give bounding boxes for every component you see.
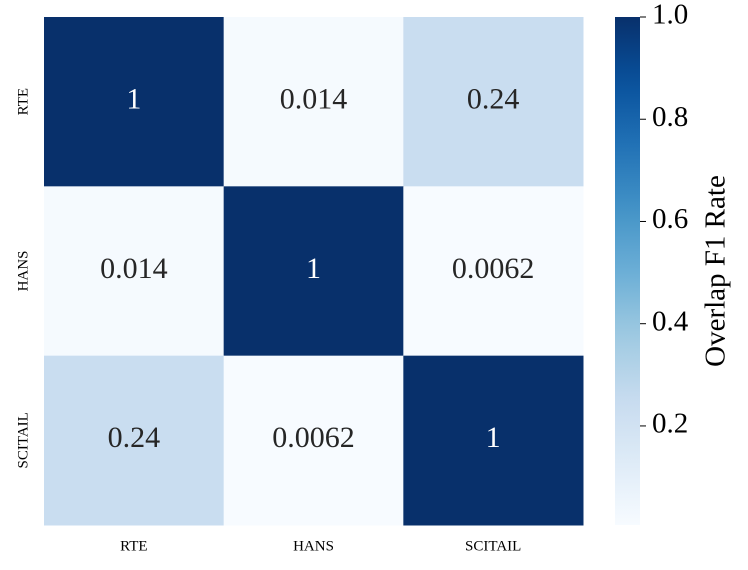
- colorbar-tick-label: 1.0: [652, 0, 688, 31]
- heatmap-cell: [223, 355, 404, 526]
- heatmap-cell: [44, 17, 225, 187]
- heatmap-cell: [223, 186, 404, 357]
- colorbar: [615, 17, 640, 525]
- heatmap-cell: [44, 186, 225, 357]
- heatmap-cell: [403, 17, 584, 187]
- colorbar-tick-label: 0.8: [652, 101, 688, 133]
- heatmap-cell: [403, 355, 584, 526]
- cell-label: 0.0062: [452, 252, 535, 285]
- heatmap-cell: [403, 186, 584, 357]
- cell-label: 0.014: [100, 252, 168, 285]
- cell-label: 0.24: [108, 421, 161, 454]
- colorbar-tick-label: 0.2: [652, 408, 688, 440]
- heatmap-cell: [223, 17, 404, 187]
- colorbar-tick-label: 0.4: [652, 305, 689, 337]
- cell-label: 0.0062: [272, 421, 355, 454]
- cell-label: 1: [306, 252, 321, 285]
- cell-label: 0.014: [280, 83, 348, 116]
- colorbar-tick-label: 0.6: [652, 203, 688, 235]
- cell-label: 1: [126, 83, 141, 116]
- y-tick-label: HANS: [15, 251, 31, 292]
- y-tick-label: SCITAIL: [15, 412, 31, 468]
- cell-label: 1: [486, 421, 501, 454]
- cell-label: 0.24: [467, 83, 520, 116]
- x-tick-label: HANS: [293, 538, 334, 554]
- x-tick-label: RTE: [120, 538, 147, 554]
- colorbar-label: Overlap F1 Rate: [700, 175, 732, 367]
- heatmap-cell: [44, 355, 225, 526]
- y-tick-label: RTE: [15, 88, 31, 115]
- x-tick-label: SCITAIL: [465, 538, 521, 554]
